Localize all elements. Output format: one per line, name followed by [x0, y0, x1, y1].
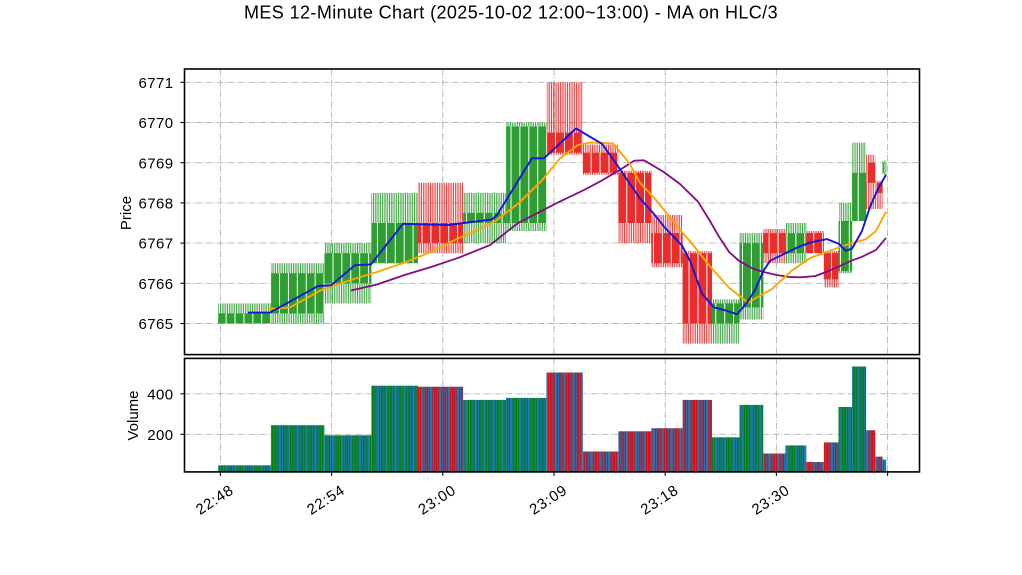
svg-text:Price: Price: [118, 196, 135, 230]
svg-text:6770: 6770: [139, 115, 174, 132]
svg-text:6766: 6766: [139, 276, 174, 293]
svg-text:6768: 6768: [139, 196, 174, 213]
svg-text:6771: 6771: [139, 75, 174, 92]
svg-text:MES 12-Minute Chart (2025-10-0: MES 12-Minute Chart (2025-10-02 12:00~13…: [244, 3, 778, 23]
svg-text:6769: 6769: [139, 155, 174, 172]
svg-text:6765: 6765: [139, 316, 174, 333]
svg-text:Volume: Volume: [125, 390, 142, 440]
svg-text:6767: 6767: [139, 236, 174, 253]
svg-text:400: 400: [147, 386, 173, 403]
svg-text:200: 200: [147, 427, 173, 444]
